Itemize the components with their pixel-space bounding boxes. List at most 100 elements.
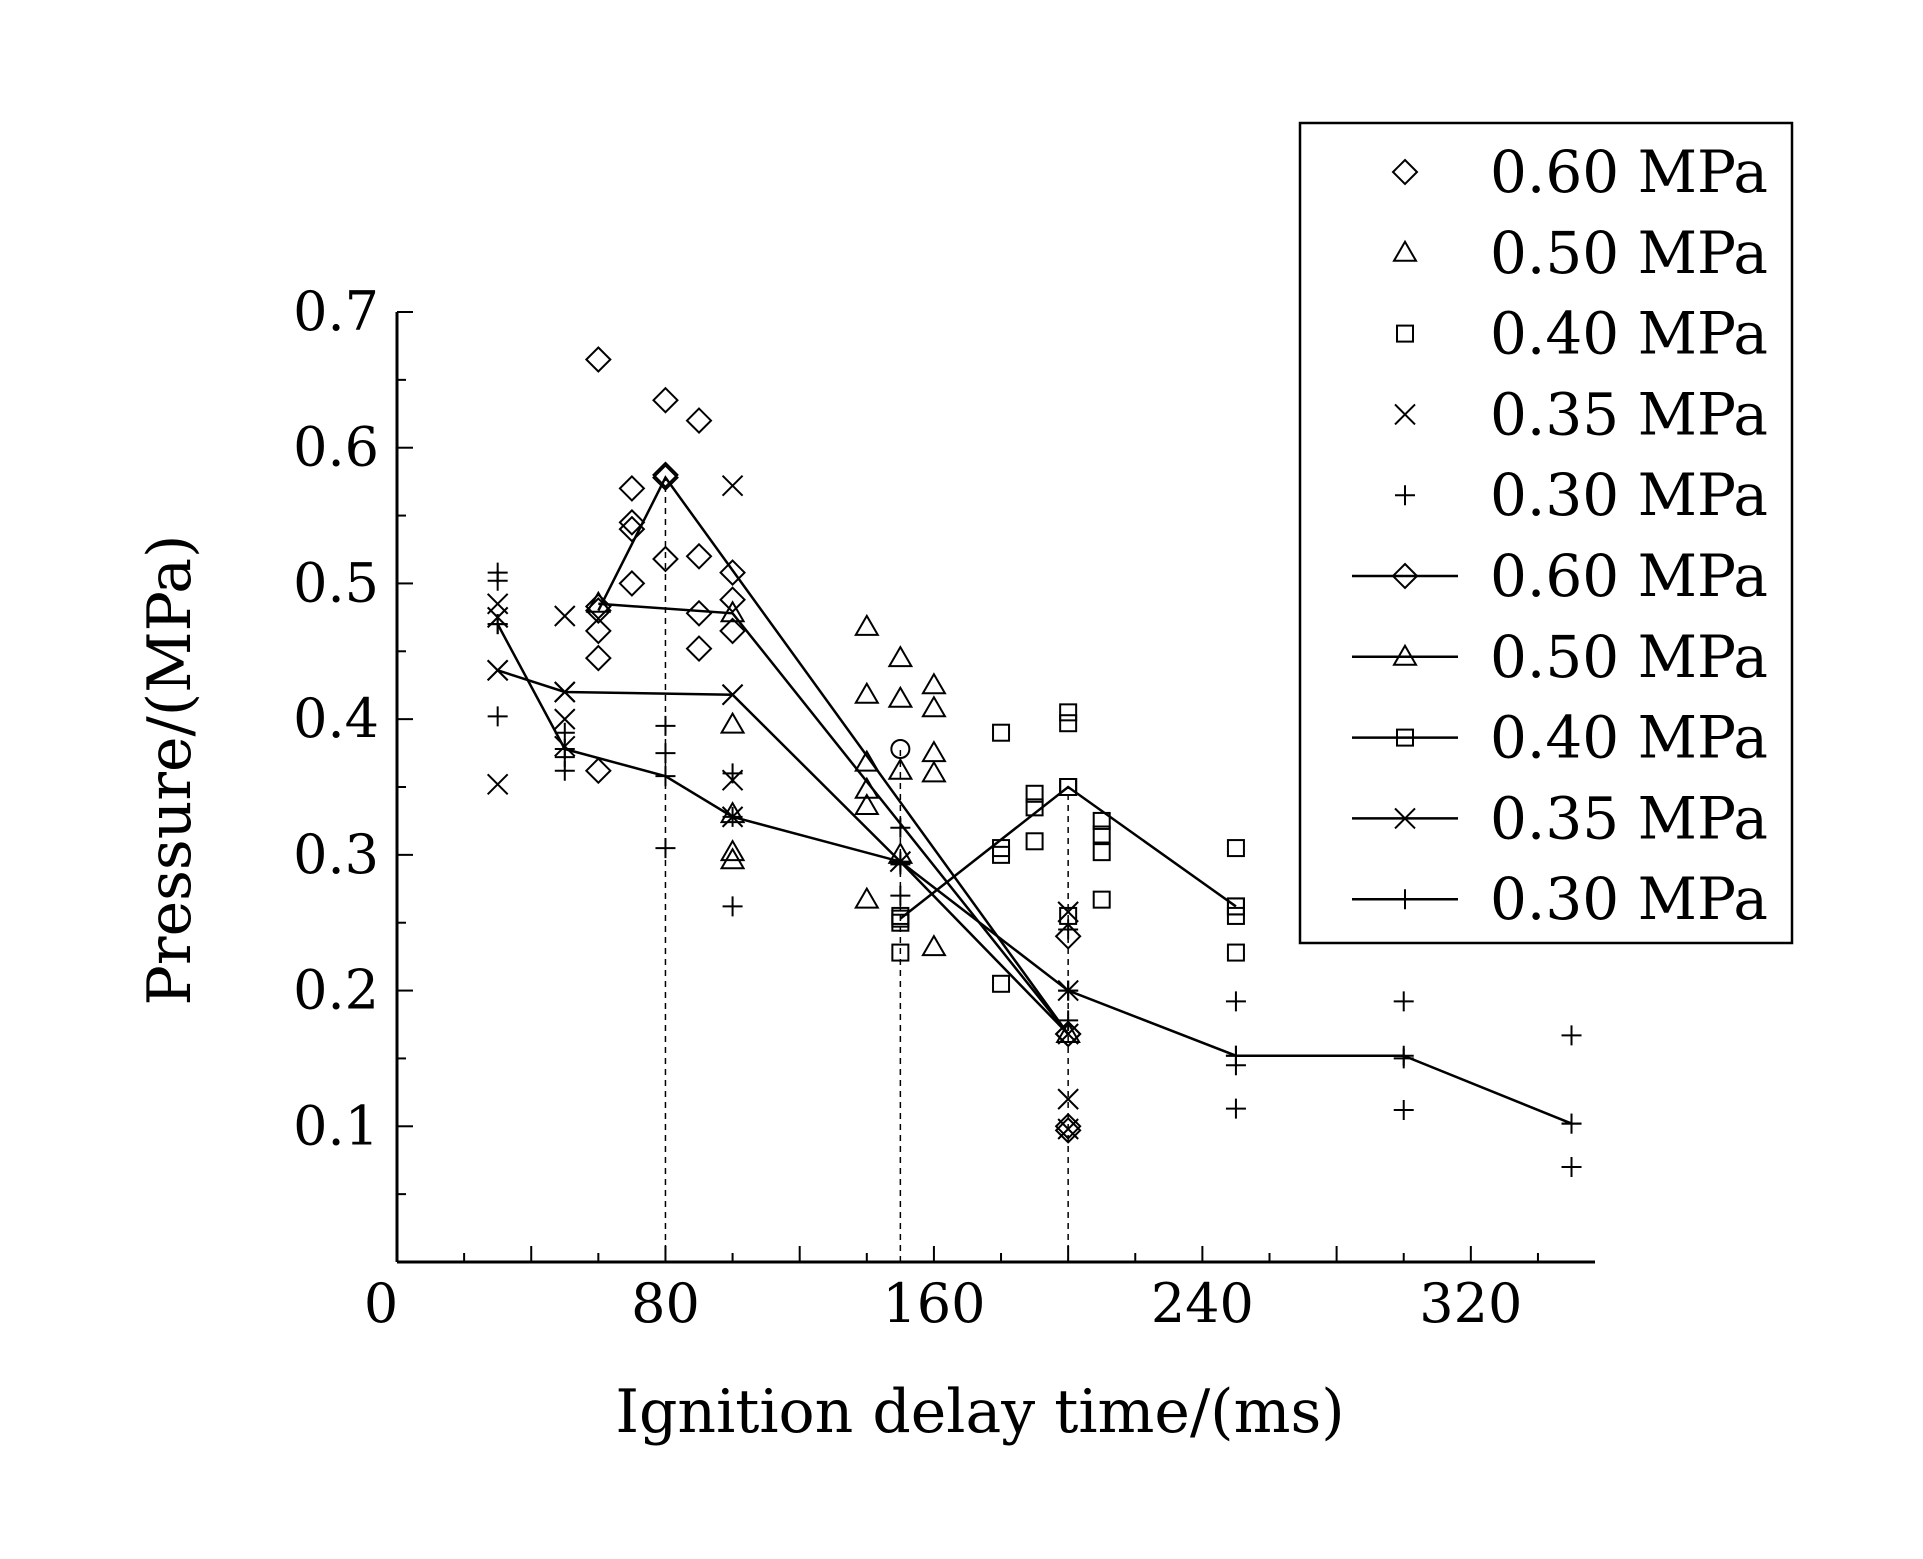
- legend-label: 0.35 MPa: [1490, 380, 1768, 448]
- legend-box: [1298, 121, 1794, 945]
- data-point: [1393, 1100, 1414, 1120]
- y-tick-label: 0.5: [293, 551, 379, 614]
- data-point: [1025, 832, 1044, 851]
- data-point: [1057, 1118, 1079, 1140]
- legend-marker: [1394, 403, 1416, 426]
- y-tick-label: 0.1: [293, 1094, 379, 1157]
- data-point: [487, 614, 508, 635]
- data-point: [921, 934, 947, 957]
- data-point: [1393, 1048, 1414, 1069]
- data-point: [1059, 703, 1078, 722]
- data-point: [887, 757, 914, 780]
- series-line: [899, 785, 1237, 920]
- data-point: [1059, 714, 1078, 733]
- data-point: [891, 943, 910, 962]
- data-point: [652, 545, 679, 573]
- data-point: [487, 706, 508, 727]
- line-point: [655, 766, 676, 787]
- legend-label: 0.50 MPa: [1490, 219, 1768, 287]
- data-point: [721, 475, 744, 497]
- data-point: [719, 839, 746, 862]
- data-point: [992, 723, 1011, 742]
- data-point: [1225, 1055, 1246, 1076]
- data-point: [921, 740, 947, 763]
- data-point: [921, 672, 947, 695]
- data-point: [554, 735, 576, 757]
- x-tick-label: 240: [1151, 1272, 1254, 1335]
- data-point: [584, 757, 612, 785]
- data-point: [1025, 784, 1044, 803]
- legend-marker: [1395, 889, 1415, 910]
- data-point: [921, 760, 947, 783]
- y-tick-label: 0.4: [293, 687, 379, 750]
- data-point: [652, 386, 679, 414]
- legend-marker: [1391, 562, 1419, 590]
- data-point: [618, 475, 646, 502]
- data-point: [1226, 897, 1245, 916]
- data-point: [554, 605, 576, 627]
- data-point: [1092, 825, 1111, 844]
- data-point: [554, 708, 576, 730]
- data-point: [1054, 1116, 1082, 1144]
- data-point: [486, 659, 509, 681]
- legend-marker: [1396, 324, 1414, 343]
- data-point: [854, 613, 880, 636]
- legend-label: 0.60 MPa: [1490, 542, 1768, 610]
- legend-marker: [1392, 239, 1418, 262]
- data-point: [584, 346, 612, 373]
- y-tick-label: 0.3: [293, 823, 379, 886]
- line-point: [719, 600, 746, 623]
- x-axis-label: Ignition delay time/(ms): [615, 1377, 1344, 1447]
- data-point: [921, 695, 947, 718]
- data-point: [1226, 943, 1245, 962]
- series-line: [497, 669, 1070, 1035]
- data-point: [1226, 906, 1245, 925]
- legend-label: 0.60 MPa: [1490, 138, 1768, 206]
- data-point: [721, 806, 744, 828]
- data-point: [719, 711, 746, 734]
- data-point: [554, 681, 576, 703]
- data-point: [890, 817, 911, 838]
- data-point: [719, 586, 746, 614]
- y-tick-label: 0.7: [293, 280, 379, 343]
- line-point: [1055, 1021, 1081, 1043]
- x-tick-label: 80: [631, 1272, 700, 1335]
- data-point: [854, 793, 880, 815]
- data-point: [722, 896, 743, 917]
- data-point: [854, 886, 880, 909]
- y-tick-label: 0.6: [293, 416, 379, 479]
- data-point: [685, 635, 713, 662]
- data-point: [1058, 919, 1079, 940]
- data-point: [891, 913, 910, 932]
- data-point: [584, 617, 612, 645]
- data-point: [1054, 922, 1082, 950]
- data-point: [1561, 1113, 1582, 1134]
- data-point: [890, 739, 911, 759]
- data-point: [854, 681, 880, 704]
- legend-marker: [1394, 807, 1416, 830]
- data-point: [719, 559, 746, 586]
- legend-marker: [1395, 485, 1415, 506]
- legend-label: 0.30 MPa: [1490, 461, 1768, 529]
- legend-label: 0.30 MPa: [1490, 865, 1768, 933]
- data-point: [1054, 1020, 1082, 1048]
- data-point: [655, 838, 676, 859]
- data-point: [890, 885, 911, 906]
- legend-marker: [1391, 158, 1419, 186]
- data-point: [1057, 901, 1079, 923]
- data-point: [854, 776, 880, 799]
- legend-label: 0.40 MPa: [1490, 300, 1768, 368]
- data-point: [887, 645, 914, 668]
- data-point: [1025, 798, 1044, 817]
- legend-label: 0.35 MPa: [1490, 784, 1768, 852]
- data-point: [1092, 843, 1111, 862]
- data-point: [1092, 811, 1111, 830]
- data-point: [652, 461, 679, 489]
- data-point: [685, 542, 713, 570]
- data-point: [618, 570, 646, 597]
- data-point: [719, 801, 746, 824]
- data-point: [719, 847, 746, 870]
- legend-label: 0.40 MPa: [1490, 704, 1768, 772]
- data-point: [1092, 890, 1111, 909]
- data-point: [1393, 991, 1414, 1012]
